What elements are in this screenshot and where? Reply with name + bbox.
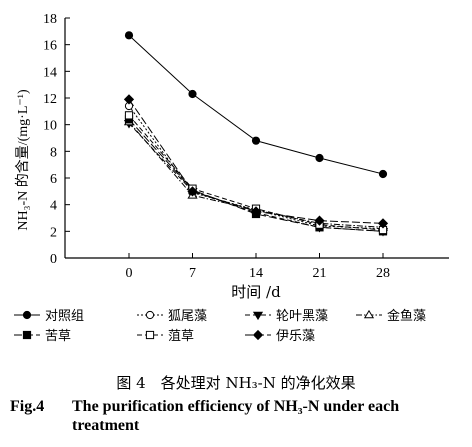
x-tick-label: 0 xyxy=(126,266,133,281)
legend-marker xyxy=(363,309,375,319)
data-point xyxy=(315,153,324,163)
y-axis-label: NH₃-N 的含量/(mg·L⁻¹) xyxy=(15,89,31,231)
y-tick-label: 10 xyxy=(43,119,57,134)
data-point xyxy=(124,111,134,120)
legend-label: 金鱼藻 xyxy=(387,308,426,324)
data-point xyxy=(124,31,134,40)
series-line-5 xyxy=(128,118,384,232)
y-tick-label: 4 xyxy=(50,199,57,214)
data-point xyxy=(188,89,197,99)
data-point xyxy=(314,215,325,226)
data-point xyxy=(250,206,262,217)
series-line-1 xyxy=(128,34,384,175)
data-point xyxy=(123,94,135,105)
series-markers xyxy=(123,31,389,237)
x-tick-label: 14 xyxy=(249,266,263,281)
data-point xyxy=(251,136,261,145)
x-tick-label: 28 xyxy=(376,266,390,281)
legend-marker xyxy=(22,330,32,340)
legend-marker xyxy=(145,330,155,340)
y-tick-label: 6 xyxy=(50,172,57,187)
y-tick-label: 0 xyxy=(50,252,57,267)
data-point xyxy=(377,218,389,229)
y-tick-label: 14 xyxy=(43,65,57,80)
data-point xyxy=(187,186,198,197)
data-point xyxy=(378,169,388,179)
caption-figure-number: Fig.4 xyxy=(10,398,45,415)
legend-marker xyxy=(252,329,264,341)
y-tick-label: 12 xyxy=(43,92,57,107)
legend-marker xyxy=(145,310,155,320)
line-chart: 0 2 4 6 8 10 12 14 16 18 0 7 14 21 28 NH₃-N 的含量/(mg·L… xyxy=(14,12,449,344)
series-lines xyxy=(128,34,384,232)
y-axis-ticks: 0 2 4 6 8 10 12 14 16 18 xyxy=(43,12,70,267)
x-axis-label: 时间 /d xyxy=(231,283,281,301)
legend-label: 轮叶黑藻 xyxy=(276,309,328,324)
caption-chinese: 图 4 各处理对 NH₃-N 的净化效果 xyxy=(116,374,356,392)
y-tick-label: 2 xyxy=(50,225,57,240)
legend-label: 对照组 xyxy=(45,309,84,324)
legend-label: 苦草 xyxy=(45,328,71,344)
caption-english-text: The purification efficiency of NH₃-N und… xyxy=(72,398,400,434)
legend-label: 狐尾藻 xyxy=(168,309,207,324)
x-tick-label: 7 xyxy=(189,266,196,281)
y-tick-label: 18 xyxy=(43,12,57,27)
legend-label: 伊乐藻 xyxy=(276,329,315,344)
y-tick-label: 16 xyxy=(43,39,57,54)
x-axis-ticks: 0 7 14 21 28 xyxy=(126,253,390,281)
legend-marker xyxy=(252,311,264,321)
legend-marker xyxy=(22,310,32,320)
y-tick-label: 8 xyxy=(50,145,57,160)
caption-english: Fig.4 The purification efficiency of NH₃-… xyxy=(10,397,470,435)
legend-label: 菹草 xyxy=(168,329,194,344)
x-tick-label: 21 xyxy=(313,266,327,281)
